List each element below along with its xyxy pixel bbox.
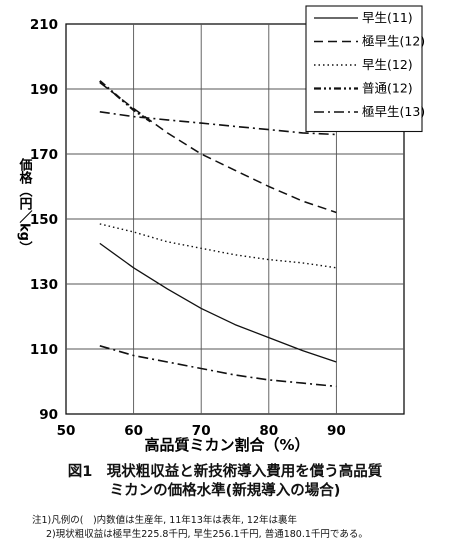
x-tick-label: 70 [192,423,211,439]
y-tick-label: 150 [30,212,58,228]
footnote-1: 注1)凡例の( )内数値は生産年, 11年13年は表年, 12年は裏年 [32,515,298,526]
figure-caption-line-1: 図1 現状粗収益と新技術導入費用を償う高品質 [67,464,383,480]
y-tick-label: 170 [30,147,58,163]
series-line-2 [99,81,337,214]
y-tick-label: 110 [30,342,58,358]
line-chart: 50 60 70 80 90 90 110 130 150 170 190 210 早生(11) 極早… [17,5,425,454]
y-axis-ticks: 90 110 130 150 170 190 210 [30,17,58,423]
y-axis-label: 価格（円／kg） [17,157,34,254]
legend-label: 極早生(12) [362,34,425,49]
series-line-6 [99,345,337,388]
y-tick-label: 210 [30,17,58,33]
legend-label: 早生(11) [362,10,413,25]
figure-caption-line-2: ミカンの価格水準(新規導入の場合) [109,483,341,499]
legend-label: 極早生(13) [362,104,425,119]
x-tick-label: 60 [124,423,143,439]
y-tick-label: 130 [30,277,58,293]
series-line-1 [99,242,337,363]
series-line-4 [99,80,152,123]
legend: 早生(11) 極早生(12) 早生(12) 普通(12) 極早生(13) [305,5,425,133]
y-tick-label: 190 [30,82,58,98]
x-tick-label: 50 [57,423,76,439]
x-tick-label: 90 [327,423,346,439]
y-tick-label: 90 [39,407,58,423]
x-axis-ticks: 50 60 70 80 90 [57,423,346,439]
footnote-2: 2)現状粗収益は極早生225.8千円, 早生256.1千円, 普通180.1千円… [46,529,368,540]
x-axis-label: 高品質ミカン割合（%） [144,436,309,454]
series-line-5 [99,111,337,136]
series-lines [99,80,337,388]
x-tick-label: 80 [259,423,278,439]
series-line-3 [99,223,337,269]
legend-box [305,5,423,133]
legend-label: 普通(12) [362,81,413,96]
legend-label: 早生(12) [362,57,413,72]
